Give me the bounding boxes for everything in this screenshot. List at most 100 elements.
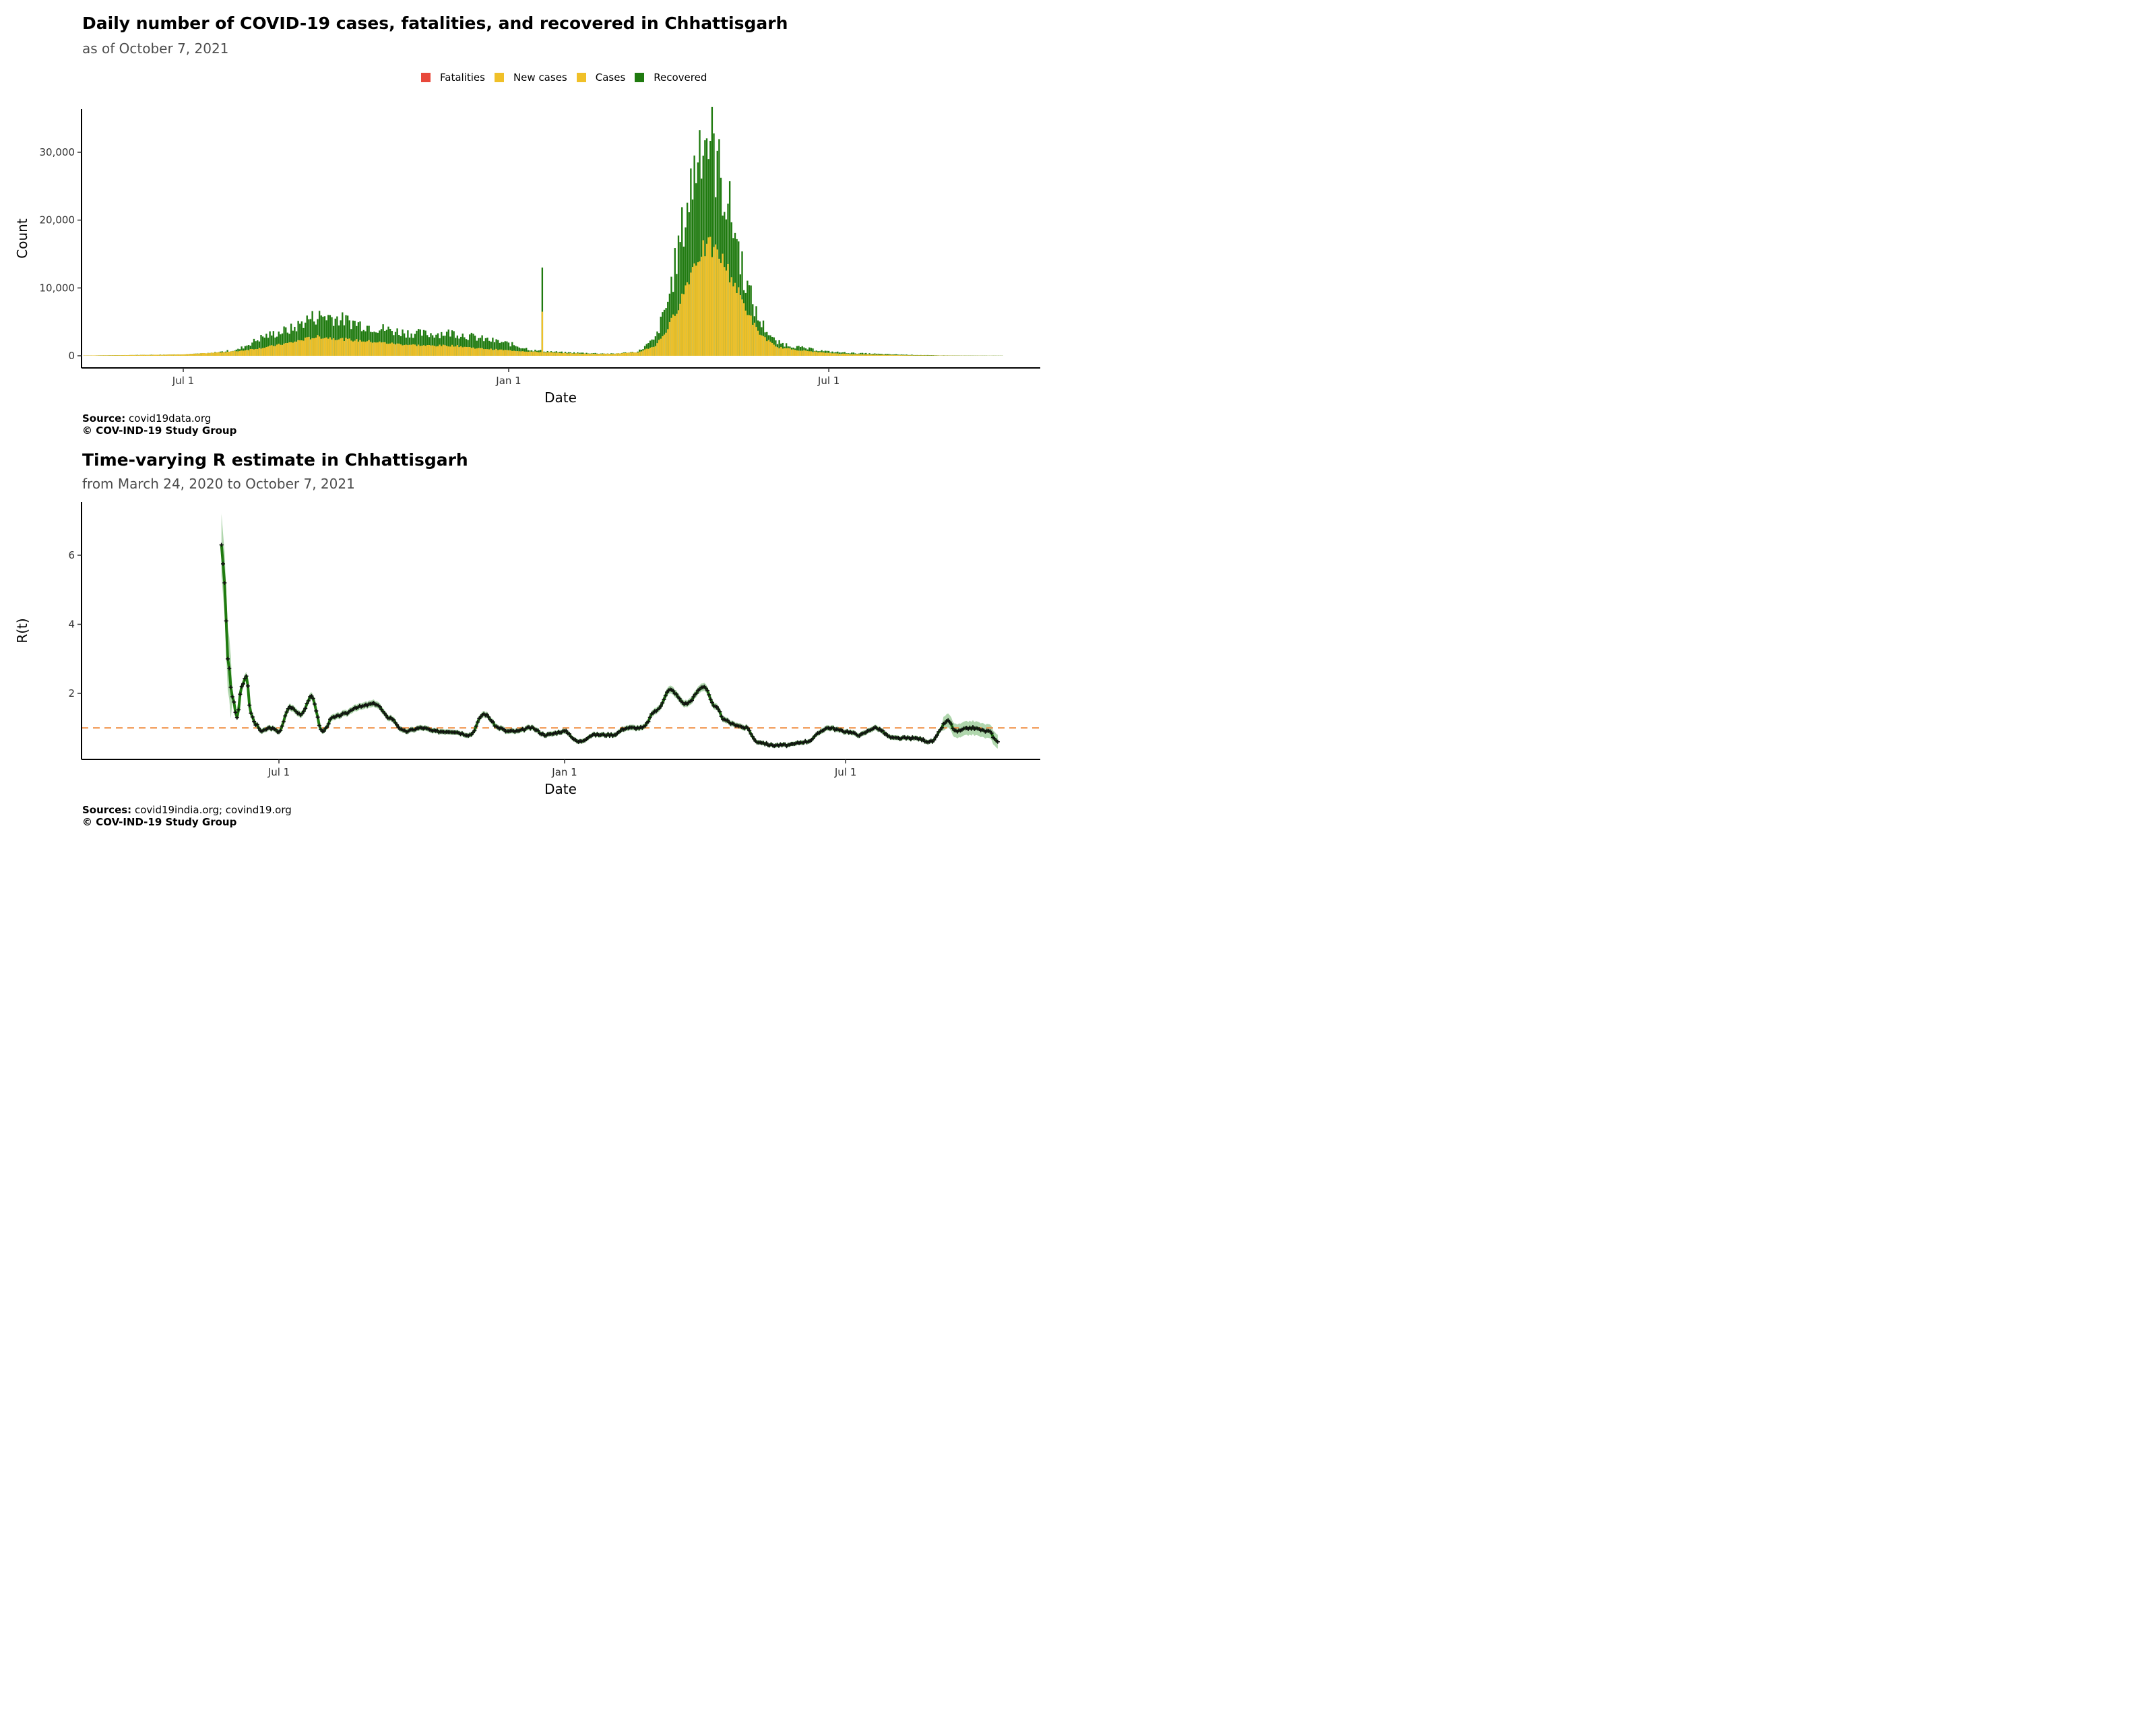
chart1-bar-cases (891, 354, 893, 356)
chart1-bar-cases (683, 294, 685, 356)
chart1-bar-cases (681, 293, 683, 356)
chart1-bar-cases (313, 338, 315, 356)
legend-label-fatalities: Fatalities (440, 71, 485, 84)
chart1-bar-cases (389, 343, 391, 356)
chart1-bar-cases (753, 322, 756, 356)
chart1-bar-cases (261, 348, 264, 356)
chart1-bar-cases (253, 349, 255, 356)
chart1-bar-cases (219, 352, 222, 356)
chart1-bar-cases (582, 353, 584, 356)
chart1-legend: Fatalities New cases Cases Recovered (421, 71, 716, 84)
chart1-bar-cases (801, 350, 803, 356)
chart1-bar-cases (660, 338, 662, 356)
chart1-bar-cases (488, 349, 490, 356)
chart1-bar-cases (702, 240, 704, 356)
chart1-bar-cases (903, 355, 906, 356)
chart1-bar-cases (299, 340, 301, 356)
chart1-bar-recovered (419, 329, 421, 356)
chart1-bar-cases (189, 354, 191, 356)
chart1-bar-cases (606, 353, 609, 356)
chart1-bar-cases (368, 340, 370, 356)
chart1-bar-cases (817, 352, 819, 356)
chart1-bar-cases (642, 350, 644, 356)
chart1-bar-recovered (441, 332, 443, 356)
chart1-bar-cases (755, 327, 757, 356)
chart1-bar-cases (280, 344, 282, 356)
chart1-bar-cases (232, 351, 234, 356)
chart1-bar-cases (405, 344, 407, 356)
chart1-bar-cases (709, 237, 711, 356)
chart1-bar-recovered (334, 318, 336, 356)
chart1-bar-cases (444, 345, 446, 356)
chart1-bar-cases (309, 339, 312, 356)
chart1-bar-cases (265, 346, 267, 356)
chart1-bar-cases (400, 344, 402, 356)
chart1-bar-cases (766, 341, 768, 356)
chart1-bar-cases (110, 355, 112, 356)
chart1-bar-cases (854, 354, 856, 356)
chart1-bar-cases (255, 348, 257, 356)
chart1-bar-recovered (492, 338, 494, 356)
chart1-bar-cases (286, 342, 289, 356)
chart1-bar-cases (691, 266, 694, 356)
legend-swatch-cases (576, 73, 586, 82)
chart1-bar-cases (778, 348, 780, 356)
chart1-bar-cases (393, 343, 395, 356)
chart1-bar-cases (527, 351, 530, 356)
chart1-bar-recovered (343, 325, 346, 356)
chart1-bar-cases (877, 354, 879, 356)
chart1-bar-recovered (416, 330, 418, 356)
chart1-bar-cases (568, 353, 570, 356)
chart1-bar-cases (304, 338, 307, 356)
chart1-bar-cases (645, 348, 647, 356)
chart1-bar-recovered (507, 342, 510, 356)
chart1-bar-cases (458, 347, 460, 356)
chart1-bar-recovered (309, 319, 312, 356)
chart1-bar-cases (610, 354, 612, 356)
chart1-bar-cases (720, 263, 722, 356)
chart1-bar-recovered (704, 140, 706, 356)
chart1-bar-cases (102, 355, 105, 356)
chart1-bar-cases (504, 350, 506, 356)
chart1-bar-cases (184, 354, 186, 356)
chart1-bar-cases (833, 353, 835, 356)
chart1-bar-cases (426, 345, 429, 356)
chart1-bar-cases (311, 338, 313, 356)
chart1-bar-cases (459, 346, 462, 356)
chart1-bar-cases (342, 338, 344, 356)
chart1-bar-cases (640, 351, 643, 356)
chart1-bar-cases (172, 354, 174, 356)
chart1-bar-cases (690, 272, 692, 356)
chart1-bar-cases (391, 342, 393, 356)
chart1-bar-cases (407, 345, 409, 356)
chart1-bar-cases (223, 352, 225, 356)
chart1-bar-cases (849, 354, 851, 356)
chart1-bar-cases (193, 354, 195, 356)
chart1-bar-cases (139, 354, 142, 356)
chart1-bar-cases (643, 349, 646, 356)
chart1-bar-cases (370, 342, 372, 356)
chart1-bar-cases (637, 352, 639, 356)
chart1-bar-recovered (686, 202, 689, 356)
chart1-bar-cases (269, 345, 271, 356)
chart1-bar-cases (449, 346, 451, 356)
chart1-bar-recovered (449, 336, 451, 356)
chart1-bar-cases (364, 342, 367, 356)
chart2-source: covid19india.org; covind19.org (134, 804, 292, 816)
chart1-bar-cases (647, 348, 649, 356)
chart2-subtitle: from March 24, 2020 to October 7, 2021 (82, 476, 355, 492)
chart1-bar-recovered (495, 339, 497, 356)
chart1-bar-cases (790, 349, 793, 356)
chart1-bar-recovered (469, 334, 471, 356)
chart1-bar-cases (889, 354, 892, 356)
chart1-bar-recovered (541, 268, 544, 356)
chart1-bar-cases (216, 352, 218, 356)
chart1-bar-recovered (257, 340, 259, 356)
chart1-bar-cases (736, 292, 738, 356)
chart1-bar-cases (147, 354, 149, 356)
chart1-bar-cases (385, 343, 388, 356)
chart1-bar-cases (563, 352, 565, 356)
chart1-bar-recovered (382, 324, 384, 356)
chart1-bar-recovered (261, 336, 264, 356)
